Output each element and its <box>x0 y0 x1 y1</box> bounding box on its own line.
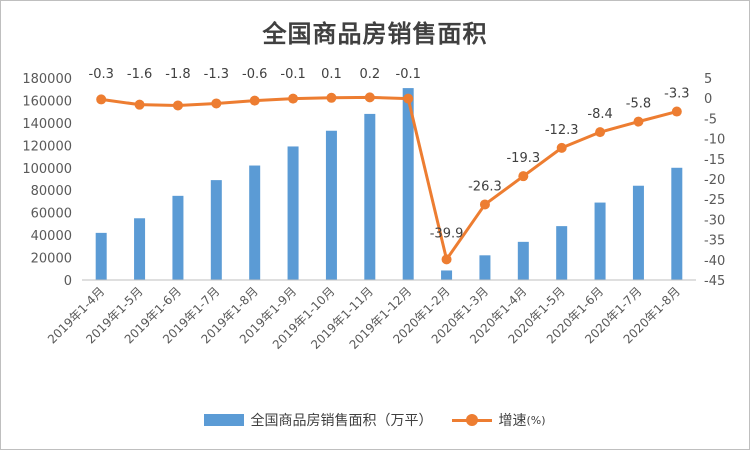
growth-data-label: -26.3 <box>468 179 502 194</box>
line-series <box>96 92 682 265</box>
growth-point <box>518 171 529 182</box>
data-labels: -0.3 -1.6 -1.8 -1.3 -0.6 -0.1 0.1 0.2 -0.1 -39.9 -… <box>89 67 690 241</box>
bar <box>594 202 606 280</box>
bar <box>249 165 261 280</box>
y-left-tick-label: 100000 <box>22 162 72 177</box>
chart-title: 全国商品房销售面积 <box>262 20 488 48</box>
legend-line-label: 增速 <box>498 413 527 429</box>
y-right-tick-label: -20 <box>704 173 725 188</box>
y-right-tick-label: -15 <box>704 153 725 168</box>
y-left-tick-label: 160000 <box>22 94 72 109</box>
growth-line <box>100 95 678 261</box>
y-right-tick-label: -45 <box>704 274 725 289</box>
growth-point <box>403 93 414 104</box>
y-right-tick-label: 0 <box>704 92 712 107</box>
legend: 全国商品房销售面积（万平） 增速 (%) <box>0 410 750 430</box>
growth-data-label: -3.3 <box>664 87 689 102</box>
growth-data-label: -5.8 <box>626 97 651 112</box>
legend-bar-swatch <box>204 414 245 426</box>
bar <box>325 130 337 280</box>
legend-item-growth: 增速 (%) <box>452 410 546 430</box>
y-left-tick-label: 140000 <box>22 117 72 132</box>
growth-point <box>671 106 682 117</box>
y-right-tick-label: 5 <box>704 72 712 87</box>
growth-point <box>134 99 145 110</box>
y-left-tick-label: 120000 <box>22 139 72 154</box>
y-right-tick-label: -25 <box>704 193 725 208</box>
bar <box>632 185 644 280</box>
bar <box>210 180 222 280</box>
legend-line-swatch <box>452 414 493 426</box>
legend-bar-label: 全国商品房销售面积（万平） <box>250 413 433 429</box>
growth-point <box>633 116 644 127</box>
growth-data-label: -0.3 <box>89 67 114 82</box>
y-left-tick-label: 0 <box>64 274 72 289</box>
growth-data-label: -1.3 <box>204 67 229 82</box>
bar <box>364 113 376 281</box>
bar <box>671 167 683 280</box>
bar <box>556 226 568 280</box>
bar <box>517 241 529 280</box>
y-left-tick-label: 60000 <box>31 207 72 222</box>
growth-point <box>249 95 260 106</box>
growth-point <box>479 199 490 210</box>
growth-data-label: -0.6 <box>242 67 267 82</box>
growth-point <box>556 142 567 153</box>
y-right-tick-label: -35 <box>704 234 725 249</box>
bar <box>402 88 414 280</box>
growth-point <box>172 100 183 111</box>
growth-data-label: -39.9 <box>430 226 464 241</box>
growth-data-label: -19.3 <box>506 151 540 166</box>
y-left-tick-label: 80000 <box>31 184 72 199</box>
bar <box>172 195 184 280</box>
y-right-tick-label: -5 <box>704 112 717 127</box>
growth-point <box>211 98 222 109</box>
y-left-tick-label: 20000 <box>31 252 72 267</box>
growth-point <box>326 92 337 103</box>
growth-data-label: -12.3 <box>545 123 579 138</box>
growth-data-label: 0.1 <box>321 67 342 82</box>
growth-data-label: -0.1 <box>396 67 421 82</box>
bar <box>479 255 491 280</box>
growth-data-label: -1.8 <box>165 67 190 82</box>
y-right-tick-label: -10 <box>704 133 725 148</box>
y-right-tick-label: -40 <box>704 254 725 269</box>
growth-data-label: -1.6 <box>127 67 152 82</box>
legend-line-unit: (%) <box>526 413 546 427</box>
bar <box>95 232 107 280</box>
bar-series <box>95 88 683 281</box>
growth-point <box>595 127 606 138</box>
bar <box>441 270 453 280</box>
bar <box>287 146 299 280</box>
growth-data-label: 0.2 <box>359 67 380 82</box>
growth-point <box>288 93 299 104</box>
bar <box>134 218 146 280</box>
growth-data-label: -0.1 <box>280 67 305 82</box>
growth-point <box>96 94 107 105</box>
legend-item-area: 全国商品房销售面积（万平） <box>204 410 432 430</box>
y-right-tick-label: -30 <box>704 213 725 228</box>
growth-point <box>364 92 375 103</box>
y-left-tick-label: 40000 <box>31 229 72 244</box>
growth-data-label: -8.4 <box>587 107 612 122</box>
y-left-tick-label: 180000 <box>22 72 72 87</box>
growth-point <box>441 254 452 265</box>
